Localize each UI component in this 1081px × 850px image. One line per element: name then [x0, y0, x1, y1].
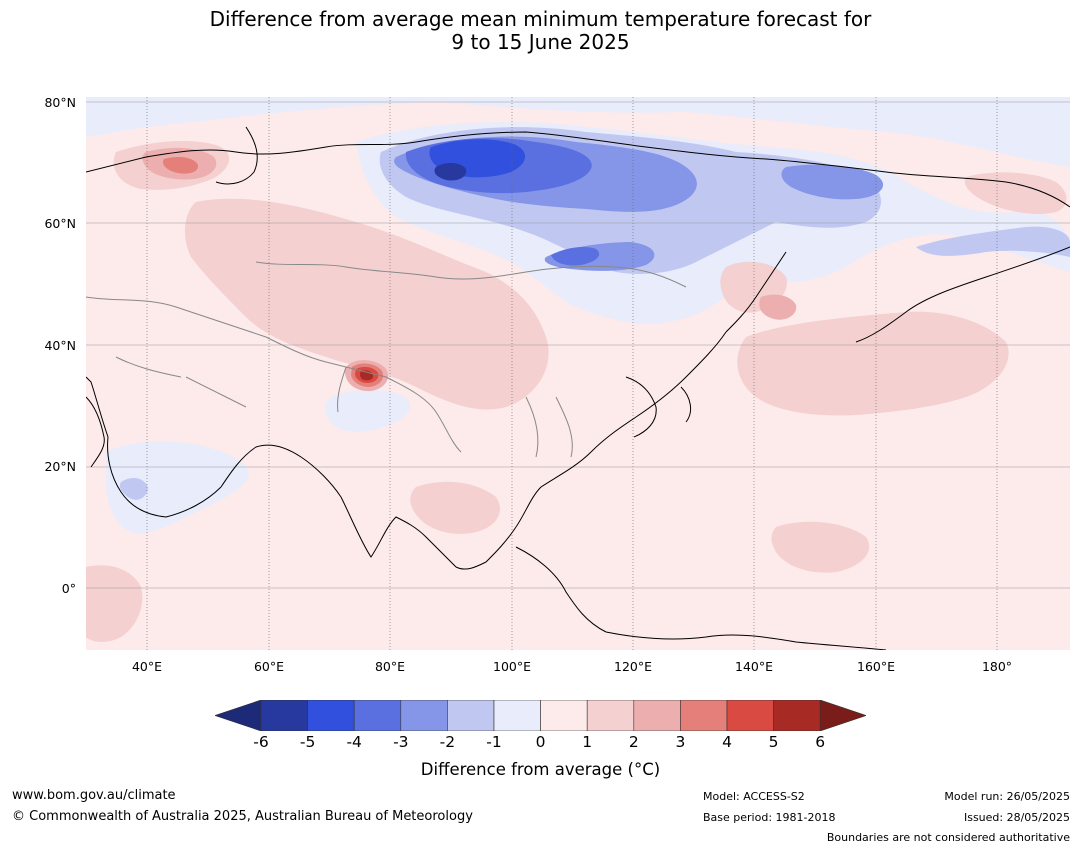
issued-date: Issued: 28/05/2025: [963, 811, 1070, 824]
anomaly-warm-indonesia: [86, 565, 143, 642]
boundary-disclaimer: Boundaries are not considered authoritat…: [826, 831, 1070, 844]
lon-label-60e: 60°E: [253, 659, 285, 674]
colorbar-segment: [540, 699, 588, 732]
website-link[interactable]: www.bom.gov.au/climate: [12, 788, 176, 803]
colorbar-segment: [773, 699, 821, 732]
map-title: Difference from average mean minimum tem…: [0, 8, 1081, 54]
graticule-meridians: [146, 97, 998, 650]
lon-label-40e: 40°E: [131, 659, 163, 674]
anomaly-warm-east-indies: [771, 521, 870, 573]
colorbar-tick-label: -3: [393, 733, 409, 751]
base-period: Base period: 1981-2018: [703, 811, 836, 824]
anomaly-warm-4-scandinavia: [162, 157, 199, 174]
colorbar-segment: [726, 699, 774, 732]
title-line-2: 9 to 15 June 2025: [451, 30, 630, 54]
anomaly-warm-3-japan: [759, 294, 797, 320]
lon-label-160e: 160°E: [856, 659, 896, 674]
colorbar-tick-label: 0: [535, 733, 546, 751]
colorbar-label: Difference from average (°C): [420, 760, 661, 779]
lat-label-20n: 20°N: [44, 459, 76, 474]
colorbar-tick-label: 6: [815, 733, 826, 751]
anomaly-warm-central-asia: [184, 198, 549, 410]
colorbar-under-triangle: [214, 699, 262, 732]
colorbar-over-triangle: [819, 699, 868, 732]
coastlines: [86, 126, 1070, 650]
colorbar-segment: [680, 699, 728, 732]
colorbar: [214, 699, 868, 732]
copyright-text: © Commonwealth of Australia 2025, Austra…: [12, 809, 473, 824]
colorbar-segment: [586, 699, 635, 732]
colorbar-segment: [260, 699, 308, 732]
colorbar-tick-label: -6: [253, 733, 269, 751]
colorbar-tick-label: -1: [486, 733, 502, 751]
anomaly-cool-arctic: [86, 97, 1070, 167]
lon-label-180: 180°: [981, 659, 1013, 674]
colorbar-tick-label: 3: [675, 733, 686, 751]
anomaly-cool-tibet: [324, 389, 411, 432]
lon-label-80e: 80°E: [374, 659, 406, 674]
colorbar-segment: [447, 699, 495, 732]
colorbar-segment: [493, 699, 541, 732]
colorbar-tick-label: 4: [722, 733, 732, 751]
title-line-1: Difference from average mean minimum tem…: [209, 7, 872, 31]
lat-label-80n: 80°N: [44, 95, 76, 110]
colorbar-tick-label: -2: [439, 733, 456, 751]
anomaly-warm-northeast: [964, 172, 1067, 214]
colorbar-segment: [400, 699, 448, 732]
graticule-parallels: [86, 101, 1070, 589]
anomaly-cool-4-lake: [551, 247, 600, 266]
model-run-date: Model run: 26/05/2025: [944, 790, 1070, 803]
lon-label-140e: 140°E: [734, 659, 774, 674]
anomaly-cool-2-arabia: [119, 477, 148, 500]
lon-label-100e: 100°E: [492, 659, 532, 674]
model-name: Model: ACCESS-S2: [703, 790, 805, 803]
country-borders: [86, 261, 687, 458]
colorbar-tick-label: -4: [346, 733, 362, 751]
lat-label-0: 0°: [61, 581, 76, 596]
colorbar-tick-label: 2: [628, 733, 639, 751]
lat-label-40n: 40°N: [44, 338, 76, 353]
colorbar-tick-label: 1: [582, 733, 593, 751]
colorbar-segment: [307, 699, 355, 732]
lon-label-120e: 120°E: [613, 659, 653, 674]
anomaly-cool-6: [434, 163, 467, 181]
anomaly-cool-2-east: [916, 226, 1070, 257]
anomaly-warm-pacific: [737, 311, 1009, 416]
colorbar-tick-label: -5: [299, 733, 316, 751]
colorbar-segment: [633, 699, 681, 732]
lat-label-60n: 60°N: [44, 216, 76, 231]
forecast-map: [86, 97, 1070, 650]
anomaly-cool-3-east: [781, 164, 884, 200]
colorbar-tick-label: 5: [768, 733, 779, 751]
colorbar-segment: [353, 699, 402, 732]
anomaly-warm-india: [410, 481, 500, 534]
